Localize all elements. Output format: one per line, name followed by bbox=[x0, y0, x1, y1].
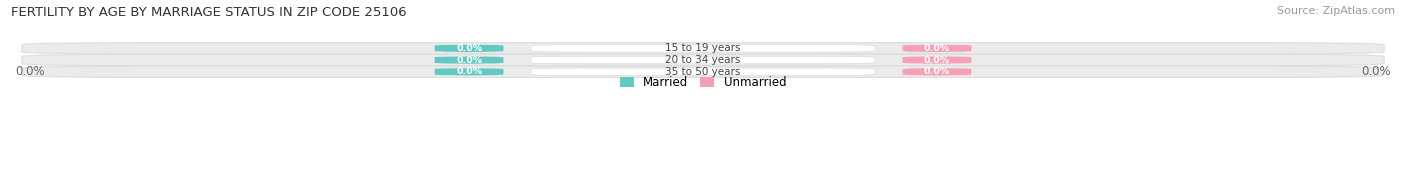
FancyBboxPatch shape bbox=[903, 68, 972, 75]
FancyBboxPatch shape bbox=[903, 56, 972, 64]
FancyBboxPatch shape bbox=[434, 56, 503, 64]
Text: 35 to 50 years: 35 to 50 years bbox=[665, 67, 741, 77]
Text: 0.0%: 0.0% bbox=[15, 65, 45, 78]
Legend: Married, Unmarried: Married, Unmarried bbox=[614, 71, 792, 93]
Text: 0.0%: 0.0% bbox=[924, 55, 950, 64]
Text: 0.0%: 0.0% bbox=[1361, 65, 1391, 78]
FancyBboxPatch shape bbox=[903, 44, 972, 52]
FancyBboxPatch shape bbox=[531, 44, 875, 52]
FancyBboxPatch shape bbox=[531, 68, 875, 75]
Text: Source: ZipAtlas.com: Source: ZipAtlas.com bbox=[1277, 6, 1395, 16]
Text: 0.0%: 0.0% bbox=[456, 67, 482, 76]
FancyBboxPatch shape bbox=[531, 56, 875, 64]
Text: FERTILITY BY AGE BY MARRIAGE STATUS IN ZIP CODE 25106: FERTILITY BY AGE BY MARRIAGE STATUS IN Z… bbox=[11, 6, 406, 19]
Text: 20 to 34 years: 20 to 34 years bbox=[665, 55, 741, 65]
FancyBboxPatch shape bbox=[22, 66, 1384, 77]
Text: 0.0%: 0.0% bbox=[456, 55, 482, 64]
Text: 0.0%: 0.0% bbox=[924, 67, 950, 76]
Text: 0.0%: 0.0% bbox=[924, 44, 950, 53]
FancyBboxPatch shape bbox=[22, 43, 1384, 54]
Text: 15 to 19 years: 15 to 19 years bbox=[665, 43, 741, 53]
FancyBboxPatch shape bbox=[434, 44, 503, 52]
FancyBboxPatch shape bbox=[22, 54, 1384, 66]
Text: 0.0%: 0.0% bbox=[456, 44, 482, 53]
FancyBboxPatch shape bbox=[434, 68, 503, 75]
